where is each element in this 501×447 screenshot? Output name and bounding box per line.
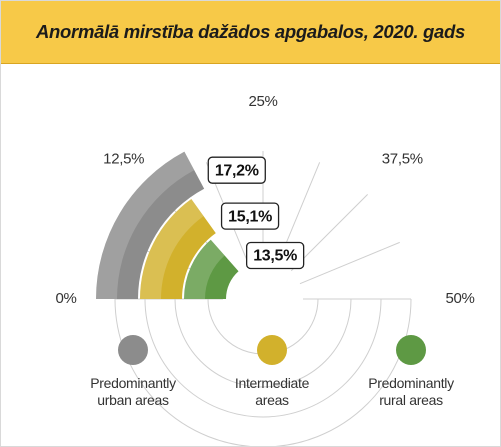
bar bbox=[184, 239, 239, 299]
bar bbox=[140, 199, 216, 299]
tick-label: 12,5% bbox=[103, 151, 144, 168]
bar-highlight bbox=[140, 199, 204, 299]
bar bbox=[96, 151, 205, 299]
tick-label: 0% bbox=[55, 290, 76, 307]
chart-title: Anormālā mirstība dažādos apgabalos, 202… bbox=[35, 21, 466, 42]
tick-label: 37,5% bbox=[382, 151, 423, 168]
legend-label: Intermediate areas bbox=[234, 375, 310, 408]
header bbox=[1, 1, 500, 64]
value-label: 13,5% bbox=[253, 248, 297, 265]
value-label-box bbox=[207, 156, 266, 184]
value-label: 17,2% bbox=[215, 162, 259, 179]
bar-highlight bbox=[184, 239, 225, 299]
grid-arc bbox=[174, 298, 352, 388]
grid-arc bbox=[114, 298, 412, 446]
bar-highlight bbox=[96, 151, 195, 299]
value-label-box bbox=[245, 241, 305, 270]
value-label-box bbox=[220, 202, 280, 230]
grid-arc bbox=[144, 298, 382, 418]
tick-label: 50% bbox=[445, 290, 474, 307]
legend-label: Predominantly urban areas bbox=[90, 375, 176, 408]
legend-swatch bbox=[118, 335, 148, 365]
value-label: 15,1% bbox=[228, 208, 272, 225]
tick-label: 25% bbox=[248, 93, 277, 110]
grid-spoke bbox=[299, 241, 400, 285]
legend-label: Predominantly rural areas bbox=[368, 375, 454, 408]
legend-swatch bbox=[257, 335, 287, 365]
legend-swatch bbox=[396, 335, 426, 365]
